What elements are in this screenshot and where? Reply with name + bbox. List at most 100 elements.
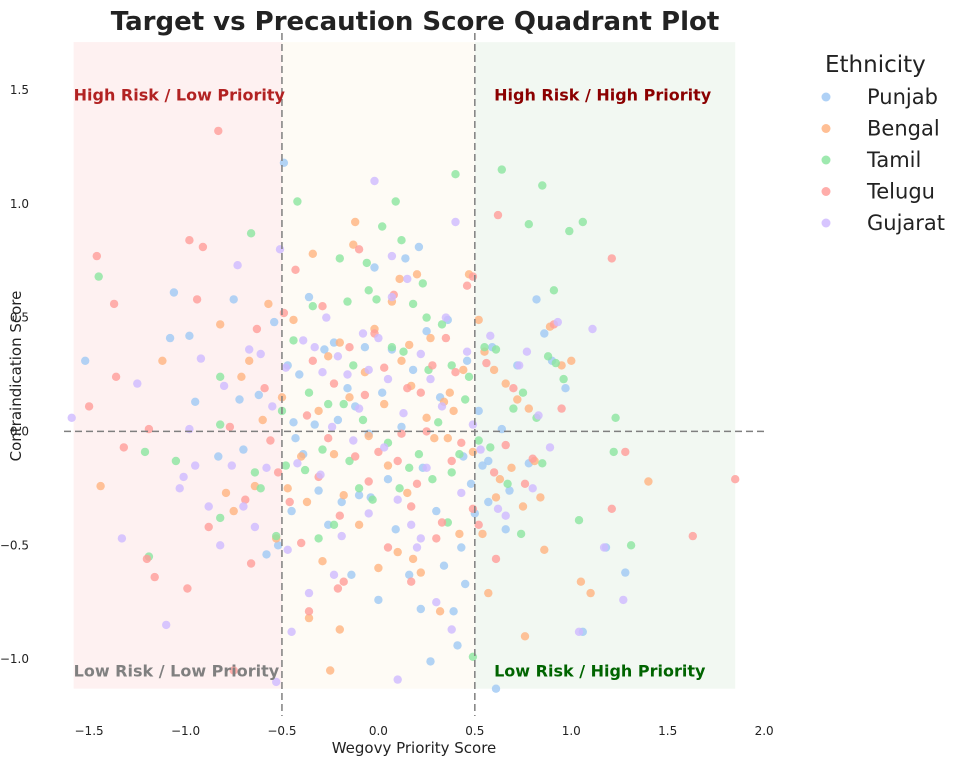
point-gujarat xyxy=(329,570,339,579)
point-telugu xyxy=(241,495,250,504)
point-tamil xyxy=(171,456,181,466)
point-bengal xyxy=(484,588,493,598)
point-punjab xyxy=(501,525,510,534)
point-bengal xyxy=(426,333,435,343)
point-bengal xyxy=(445,388,454,397)
point-punjab xyxy=(540,329,549,338)
point-telugu xyxy=(412,479,422,488)
point-tamil xyxy=(437,320,447,329)
point-tamil xyxy=(434,418,443,427)
point-tamil xyxy=(349,361,358,370)
point-bengal xyxy=(586,588,595,598)
point-bengal xyxy=(540,545,549,554)
point-gujarat xyxy=(599,543,609,552)
point-tamil xyxy=(281,461,290,470)
point-punjab xyxy=(337,497,346,507)
point-telugu xyxy=(489,468,499,477)
point-telugu xyxy=(520,479,530,488)
point-punjab xyxy=(484,497,493,507)
point-bengal xyxy=(351,217,360,227)
point-bengal xyxy=(567,356,576,365)
point-punjab xyxy=(329,338,339,347)
point-tamil xyxy=(538,459,547,468)
point-telugu xyxy=(607,254,616,263)
point-telugu xyxy=(84,402,94,411)
point-gujarat xyxy=(501,511,510,520)
point-punjab xyxy=(397,422,406,432)
point-gujarat xyxy=(281,363,290,372)
y-tick-label: 0.0 xyxy=(10,424,29,438)
point-telugu xyxy=(468,504,478,513)
point-tamil xyxy=(339,399,348,409)
point-telugu xyxy=(451,368,460,377)
reference-lines xyxy=(64,33,768,716)
x-tick-label: 1.0 xyxy=(562,724,581,738)
point-punjab xyxy=(262,550,271,559)
point-gujarat xyxy=(437,402,447,411)
point-telugu xyxy=(354,245,364,254)
point-gujarat xyxy=(337,531,346,541)
point-telugu xyxy=(183,584,192,593)
point-gujarat xyxy=(67,413,76,422)
point-telugu xyxy=(441,333,451,343)
point-punjab xyxy=(439,561,449,570)
point-gujarat xyxy=(515,361,524,370)
point-telugu xyxy=(333,584,343,593)
point-tamil xyxy=(391,197,400,206)
point-gujarat xyxy=(354,404,364,413)
point-gujarat xyxy=(316,470,325,479)
point-bengal xyxy=(289,315,298,325)
point-telugu xyxy=(407,502,416,511)
point-tamil xyxy=(368,495,377,504)
point-bengal xyxy=(339,491,348,500)
point-gujarat xyxy=(196,354,206,363)
point-tamil xyxy=(574,516,584,525)
point-gujarat xyxy=(422,463,431,472)
point-gujarat xyxy=(299,336,308,345)
point-tamil xyxy=(140,447,150,457)
chart-title: Target vs Precaution Score Quadrant Plot xyxy=(111,7,720,37)
point-telugu xyxy=(403,384,412,393)
point-bengal xyxy=(576,577,586,586)
point-tamil xyxy=(343,297,352,306)
point-telugu xyxy=(297,538,306,548)
point-punjab xyxy=(191,397,200,406)
point-telugu xyxy=(491,554,501,564)
point-telugu xyxy=(185,236,194,245)
point-bengal xyxy=(474,315,483,325)
point-telugu xyxy=(557,404,566,413)
point-gujarat xyxy=(588,324,597,334)
legend-title: Ethnicity xyxy=(825,52,926,78)
point-gujarat xyxy=(204,502,213,511)
point-gujarat xyxy=(534,411,543,420)
point-telugu xyxy=(302,411,312,420)
point-gujarat xyxy=(457,488,466,498)
point-punjab xyxy=(214,452,223,461)
point-bengal xyxy=(297,452,306,461)
point-bengal xyxy=(397,356,406,365)
point-telugu xyxy=(304,607,314,616)
point-bengal xyxy=(468,447,478,457)
y-tick-label: −1.0 xyxy=(0,652,29,666)
legend-label-gujarat: Gujarat xyxy=(867,211,945,235)
point-telugu xyxy=(119,443,128,452)
point-telugu xyxy=(374,447,383,457)
point-telugu xyxy=(198,242,208,252)
point-bengal xyxy=(536,493,545,502)
point-gujarat xyxy=(275,245,285,254)
point-punjab xyxy=(343,384,352,393)
point-gujarat xyxy=(268,402,277,411)
point-telugu xyxy=(428,361,437,370)
point-tamil xyxy=(216,513,225,523)
point-telugu xyxy=(192,295,202,304)
point-gujarat xyxy=(179,472,188,482)
point-bengal xyxy=(314,406,323,416)
point-punjab xyxy=(314,486,323,495)
point-telugu xyxy=(266,436,275,445)
legend-label-punjab: Punjab xyxy=(867,85,938,109)
point-telugu xyxy=(364,477,373,486)
point-tamil xyxy=(422,313,431,322)
point-tamil xyxy=(335,254,344,263)
point-punjab xyxy=(320,345,329,354)
